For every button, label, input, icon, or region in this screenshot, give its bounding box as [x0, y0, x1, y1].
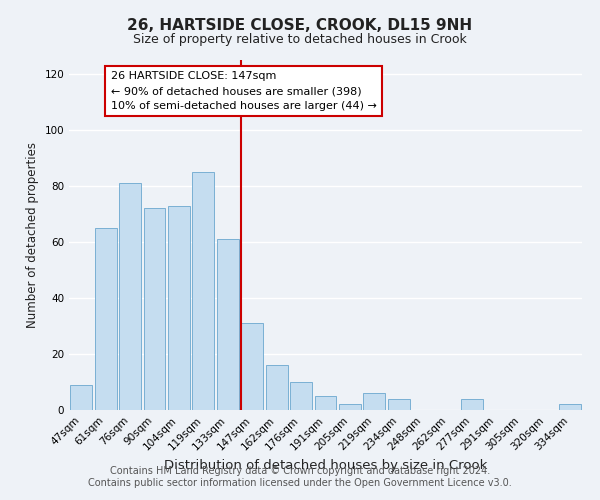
- Bar: [143, 208, 166, 410]
- Bar: [241, 323, 263, 410]
- Bar: [95, 228, 116, 410]
- Bar: [461, 399, 483, 410]
- Bar: [266, 365, 287, 410]
- Bar: [290, 382, 312, 410]
- Bar: [559, 404, 581, 410]
- Bar: [314, 396, 337, 410]
- Y-axis label: Number of detached properties: Number of detached properties: [26, 142, 39, 328]
- Bar: [168, 206, 190, 410]
- Text: Contains HM Land Registry data © Crown copyright and database right 2024.
Contai: Contains HM Land Registry data © Crown c…: [88, 466, 512, 487]
- Text: 26 HARTSIDE CLOSE: 147sqm
← 90% of detached houses are smaller (398)
10% of semi: 26 HARTSIDE CLOSE: 147sqm ← 90% of detac…: [110, 71, 376, 111]
- Bar: [339, 404, 361, 410]
- Bar: [364, 393, 385, 410]
- Bar: [70, 385, 92, 410]
- Text: Size of property relative to detached houses in Crook: Size of property relative to detached ho…: [133, 32, 467, 46]
- Bar: [193, 172, 214, 410]
- Bar: [388, 399, 410, 410]
- Bar: [119, 183, 141, 410]
- Bar: [217, 239, 239, 410]
- X-axis label: Distribution of detached houses by size in Crook: Distribution of detached houses by size …: [164, 458, 487, 471]
- Text: 26, HARTSIDE CLOSE, CROOK, DL15 9NH: 26, HARTSIDE CLOSE, CROOK, DL15 9NH: [127, 18, 473, 32]
